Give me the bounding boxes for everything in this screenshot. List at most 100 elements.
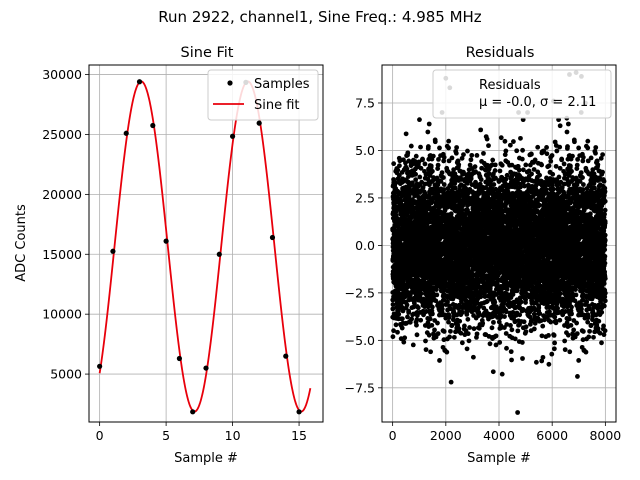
residual-point — [441, 329, 447, 334]
residual-point — [448, 328, 453, 334]
residual-point — [456, 223, 462, 229]
residual-point — [393, 322, 399, 328]
residual-point — [459, 155, 465, 161]
residual-point — [497, 168, 503, 174]
residual-point — [491, 182, 497, 187]
residual-point — [493, 333, 499, 339]
residual-point — [426, 293, 432, 299]
residual-point — [452, 185, 458, 191]
residual-point — [390, 302, 396, 307]
residual-point — [446, 145, 451, 151]
sample-point — [163, 238, 169, 244]
residual-point — [449, 322, 455, 328]
residual-point — [508, 349, 514, 355]
residual-point — [456, 302, 462, 308]
residual-point — [437, 358, 442, 363]
residual-point — [511, 139, 516, 144]
residual-point — [459, 207, 465, 213]
residual-point — [438, 179, 444, 184]
residual-point — [439, 170, 445, 176]
sample-point — [123, 130, 129, 136]
residual-point — [446, 319, 451, 325]
residual-point — [422, 161, 428, 167]
sample-point — [296, 409, 302, 415]
residual-point — [390, 334, 396, 340]
residual-point — [449, 254, 455, 260]
sine-fit-title: Sine Fit — [181, 45, 234, 61]
residual-point — [460, 309, 465, 315]
residual-point — [504, 286, 510, 292]
residual-point — [408, 143, 414, 149]
residual-point — [437, 145, 442, 151]
residual-point — [425, 144, 431, 149]
residual-point — [441, 297, 447, 303]
residual-point — [464, 346, 470, 352]
residual-point — [413, 171, 419, 177]
sine-fit-xtick-label: 0 — [96, 428, 104, 443]
residual-point — [486, 143, 491, 149]
residual-point — [516, 167, 522, 173]
residual-point — [400, 308, 406, 314]
residual-point — [395, 329, 400, 335]
residual-point — [441, 182, 447, 187]
residual-point — [509, 327, 515, 333]
residual-point — [447, 306, 453, 312]
residual-point — [441, 158, 447, 164]
residual-point — [397, 163, 402, 169]
residual-point — [429, 304, 435, 310]
residual-point — [396, 311, 402, 317]
residual-point — [466, 338, 472, 344]
residual-point — [491, 319, 496, 325]
residual-point — [423, 338, 428, 344]
residual-point — [391, 161, 397, 167]
residual-point — [427, 219, 432, 225]
residual-point — [391, 328, 396, 334]
residual-point — [492, 299, 498, 305]
residual-point — [420, 156, 425, 162]
residuals-point-cloud — [390, 110, 608, 377]
residual-point — [406, 308, 412, 314]
residual-point — [396, 173, 402, 178]
residual-point — [499, 162, 505, 168]
residual-point — [514, 148, 520, 154]
sample-point — [110, 248, 116, 254]
residual-point — [405, 314, 410, 320]
residual-point — [518, 299, 524, 305]
residual-point — [468, 157, 474, 163]
residual-point — [411, 304, 417, 310]
residual-point — [462, 323, 467, 329]
residual-point — [418, 317, 424, 323]
residual-point — [480, 320, 486, 326]
residual-point — [418, 144, 423, 150]
residual-point — [459, 340, 465, 346]
residual-point — [474, 331, 480, 337]
residual-point — [413, 177, 419, 182]
residual-point — [417, 174, 423, 180]
residual-point — [469, 152, 475, 158]
residuals-plot-area — [390, 70, 608, 415]
residual-point — [499, 371, 505, 377]
residual-point — [432, 327, 437, 333]
residual-point — [467, 325, 472, 330]
residual-point — [402, 335, 408, 341]
residual-point — [508, 323, 513, 328]
residual-point — [474, 153, 480, 158]
sine-fit-legend: Samples Sine fit — [207, 69, 319, 121]
residual-point — [423, 347, 429, 353]
sample-point — [190, 409, 196, 415]
residual-point — [399, 316, 405, 322]
sine-fit-ytick-label: 15000 — [42, 247, 82, 262]
residual-point — [512, 336, 518, 342]
residual-point — [496, 179, 502, 184]
residual-point — [418, 291, 424, 296]
residual-point — [425, 320, 431, 326]
residual-point — [435, 182, 441, 188]
residual-point — [432, 139, 438, 145]
residual-point — [520, 147, 525, 153]
residual-point — [453, 150, 459, 156]
residual-point — [429, 199, 435, 204]
residual-point — [418, 165, 424, 171]
residual-point — [457, 194, 463, 200]
residual-point — [414, 322, 419, 328]
